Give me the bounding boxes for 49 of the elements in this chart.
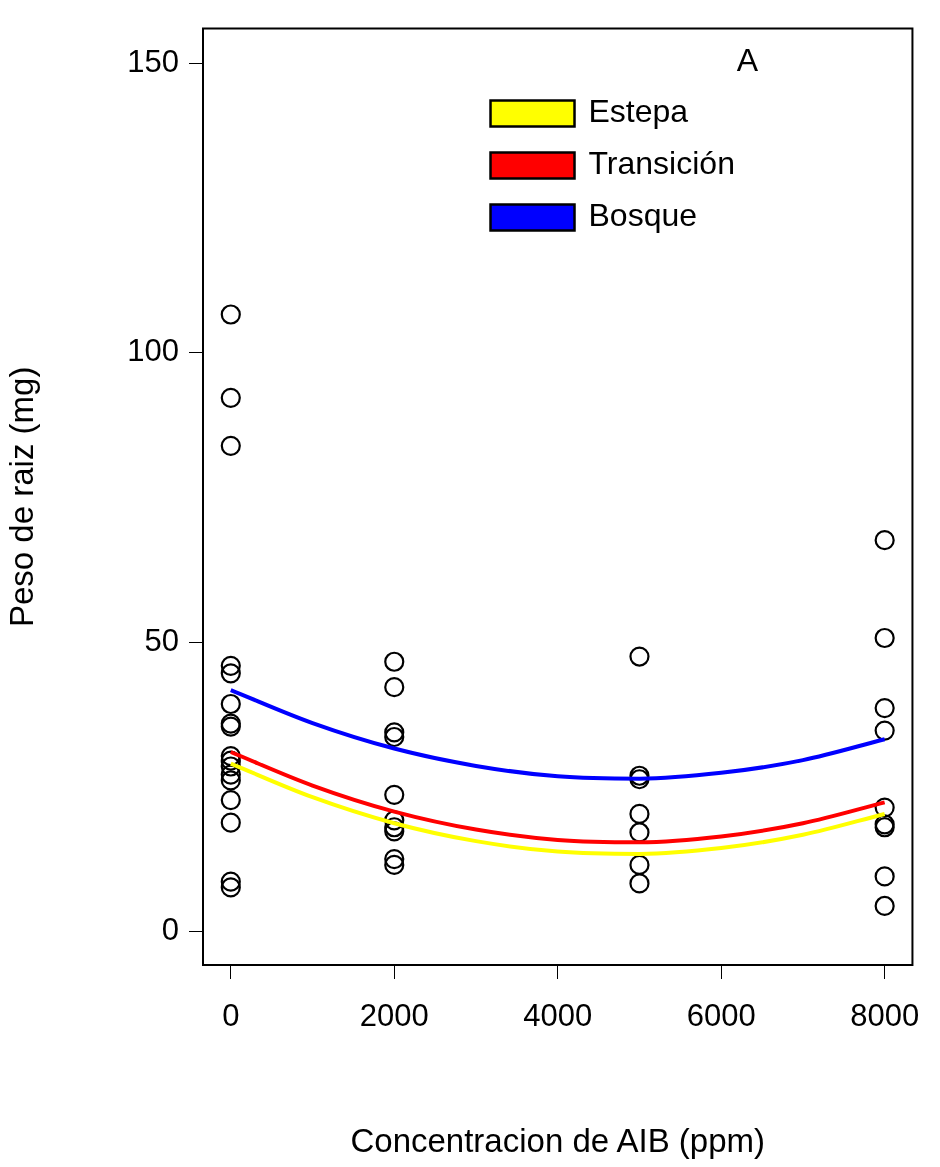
annotation: A <box>736 42 759 79</box>
point <box>220 745 241 767</box>
point <box>220 387 241 408</box>
point <box>874 895 895 917</box>
legend-label: Bosque <box>588 197 698 234</box>
point <box>384 726 405 748</box>
point <box>220 756 241 777</box>
point <box>629 854 650 875</box>
point <box>220 304 241 325</box>
y-tick-label: 100 <box>127 333 179 369</box>
point <box>220 693 241 715</box>
point <box>220 812 241 833</box>
point <box>220 789 241 811</box>
y-axis-title: Peso de raiz (mg) <box>2 366 40 628</box>
x-tick-label: 8000 <box>850 998 920 1034</box>
point <box>629 646 650 667</box>
point <box>874 697 895 719</box>
y-tick-label: 0 <box>161 911 179 947</box>
point <box>220 770 241 791</box>
point <box>220 871 241 892</box>
y-tick-label: 150 <box>127 43 179 79</box>
x-axis-title: Concentracion de AIB (ppm) <box>350 1122 765 1160</box>
legend-label: Transición <box>588 145 735 182</box>
x-tick-label: 4000 <box>523 998 593 1034</box>
x-tick-label: 2000 <box>359 998 429 1034</box>
point <box>220 750 241 771</box>
point <box>874 627 895 649</box>
point <box>220 764 241 785</box>
point <box>220 663 241 684</box>
x-tick-label: 6000 <box>686 998 756 1034</box>
point <box>629 822 650 843</box>
point <box>874 530 895 551</box>
point <box>384 722 405 743</box>
point <box>384 854 405 875</box>
point <box>384 784 405 805</box>
point <box>384 848 405 870</box>
point <box>629 873 650 894</box>
point <box>220 877 241 898</box>
point <box>384 677 405 698</box>
point <box>220 655 241 676</box>
point <box>384 651 405 672</box>
y-tick-label: 50 <box>144 622 179 658</box>
point <box>874 866 895 887</box>
legend-label: Estepa <box>588 93 689 130</box>
point <box>220 435 241 456</box>
point <box>874 720 895 741</box>
x-tick-label: 0 <box>222 998 240 1034</box>
point <box>874 797 895 818</box>
point <box>629 803 650 825</box>
